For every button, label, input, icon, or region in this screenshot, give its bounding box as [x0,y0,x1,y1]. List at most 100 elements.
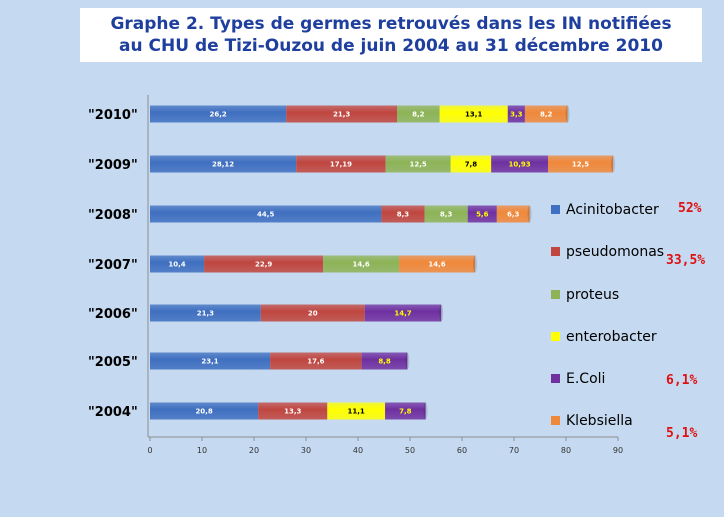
bar-segment [150,155,297,173]
bar-value-label: 14,7 [394,310,411,318]
bar-segment [204,255,324,273]
legend-label: proteus [566,287,619,303]
bar-segment [258,402,328,420]
bar-segment [450,155,492,173]
bar-segment [150,205,382,223]
legend-percentage: 6,1% [666,373,697,388]
bar-value-label: 7,8 [465,161,478,169]
legend-swatch [551,290,560,299]
category-label: "2007" [88,258,138,273]
bar-segment [260,304,365,322]
bar-value-label: 44,5 [257,211,274,219]
x-tick-label: 10 [197,446,207,455]
bar-segment [286,105,397,123]
chart-title-line-1: Graphe 2. Types de germes retrouvés dans… [110,14,672,34]
legend-percentage: 5,1% [666,426,697,441]
bar-segment [364,304,442,322]
bar-segment [361,352,408,370]
bar-segment [439,105,508,123]
bar-value-label: 14,6 [428,261,445,269]
bar-segment [150,402,259,420]
bar-value-label: 17,6 [307,358,324,366]
bar-segment [150,255,205,273]
bar-segment [397,105,440,123]
bar-end-cap [423,402,428,420]
x-tick-label: 60 [457,446,467,455]
legend-label: E.Coli [566,371,605,387]
bar-segment [385,155,451,173]
x-tick-label: 50 [405,446,415,455]
x-tick-label: 40 [353,446,363,455]
bar-value-label: 8,3 [440,211,453,219]
bar-end-cap [527,205,532,223]
bar-value-label: 20,8 [195,408,212,416]
bar-segment [496,205,530,223]
bar-value-label: 13,3 [284,408,301,416]
bar-value-label: 21,3 [197,310,214,318]
bar-value-label: 8,8 [378,358,391,366]
bar-segment [548,155,614,173]
bar-segment [327,402,386,420]
x-tick-label: 70 [509,446,519,455]
bar-segment [524,105,568,123]
legend-swatch [551,374,560,383]
legend-label: pseudomonas [566,244,664,260]
bar-end-cap [405,352,410,370]
x-tick-label: 80 [561,446,571,455]
bar-segment [150,105,287,123]
bar-segment [381,205,425,223]
bar-segment [507,105,525,123]
category-label: "2004" [88,405,138,420]
bar-segment [270,352,362,370]
bar-value-label: 17,19 [330,161,352,169]
chart-title-line-2: au CHU de Tizi-Ouzou de juin 2004 au 31 … [119,36,663,56]
category-label: "2006" [88,307,138,322]
legend-swatch [551,416,560,425]
bar-segment [385,402,426,420]
bar-value-label: 7,8 [399,408,412,416]
bar-segment [150,304,261,322]
bar-value-label: 28,12 [212,161,234,169]
bar-value-label: 10,4 [168,261,185,269]
x-tick-label: 90 [613,446,623,455]
bar-value-label: 12,5 [409,161,426,169]
category-label: "2008" [88,208,138,223]
bar-value-label: 14,6 [352,261,369,269]
bar-end-cap [611,155,616,173]
legend-label: Klebsiella [566,413,633,429]
bar-value-label: 11,1 [348,408,365,416]
bar-value-label: 6,3 [507,211,520,219]
bar-segment [491,155,549,173]
legend-swatch [551,332,560,341]
bar-segment [296,155,386,173]
bar-value-label: 13,1 [465,111,482,119]
bar-value-label: 22,9 [255,261,272,269]
legend-swatch [551,247,560,256]
bar-segment [399,255,475,273]
bar-value-label: 8,3 [397,211,410,219]
x-tick-label: 0 [147,446,152,455]
legend-percentage: 33,5% [666,253,705,268]
category-label: "2009" [88,158,138,173]
bar-segment [323,255,400,273]
bar-end-cap [565,105,570,123]
legend-swatch [551,205,560,214]
legend-label: enterobacter [566,329,657,345]
x-tick-label: 20 [249,446,259,455]
bar-value-label: 21,3 [333,111,350,119]
bar-end-cap [439,304,444,322]
bar-value-label: 12,5 [572,161,589,169]
bar-value-label: 23,1 [201,358,218,366]
bar-value-label: 5,6 [476,211,489,219]
bar-value-label: 20 [308,310,318,318]
category-label: "2010" [88,108,138,123]
bar-value-label: 3,3 [510,111,523,119]
category-label: "2005" [88,355,138,370]
legend-percentage: 52% [678,201,702,216]
bar-segment [150,352,271,370]
bar-value-label: 8,2 [412,111,425,119]
bar-value-label: 8,2 [540,111,553,119]
bar-value-label: 26,2 [209,111,226,119]
x-tick-label: 30 [301,446,311,455]
